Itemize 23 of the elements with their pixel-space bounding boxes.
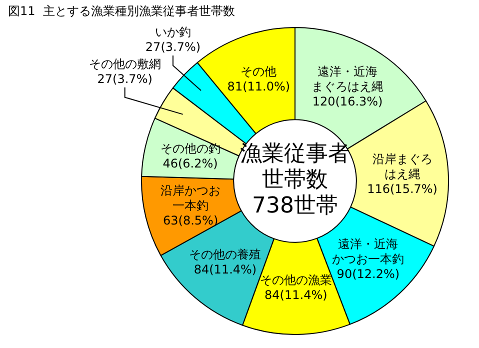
slice-label: 沿岸まぐろはえ縄 xyxy=(372,152,432,182)
text: 世帯数 xyxy=(262,168,328,193)
data-label: 81(11.0%) xyxy=(227,80,290,94)
data-label: 46(6.2%) xyxy=(162,156,218,171)
slice-label: 遠洋・近海かつお一本釣 xyxy=(332,236,404,266)
slice-label: その他の敷網 xyxy=(88,56,161,71)
data-label: 120(16.3%) xyxy=(312,94,383,108)
data-label: 63(8.5%) xyxy=(163,214,218,228)
data-label: 84(11.4%) xyxy=(194,262,257,276)
data-label: 27(3.7%) xyxy=(97,72,152,86)
data-label: 84(11.4%) xyxy=(264,288,328,302)
slice-label: その他 xyxy=(240,64,277,78)
slice-label: その他の漁業 xyxy=(260,273,332,288)
slice-label: 沿岸かつお一本釣 xyxy=(160,184,221,212)
slice-label: 遠洋・近海まぐろはえ縄 xyxy=(312,64,384,94)
data-label: 27(3.7%) xyxy=(145,40,201,54)
slice-label: その他の養殖 xyxy=(189,247,262,262)
text: 漁業従事者 xyxy=(240,142,350,167)
data-label: 90(12.2%) xyxy=(336,266,400,281)
slice-label: いか釣 xyxy=(154,25,191,40)
data-label: 116(15.7%) xyxy=(367,182,438,196)
text: 738世帯 xyxy=(252,194,338,219)
chart-title: 図11 主とする漁業種別漁業従事者世帯数 xyxy=(8,4,235,18)
